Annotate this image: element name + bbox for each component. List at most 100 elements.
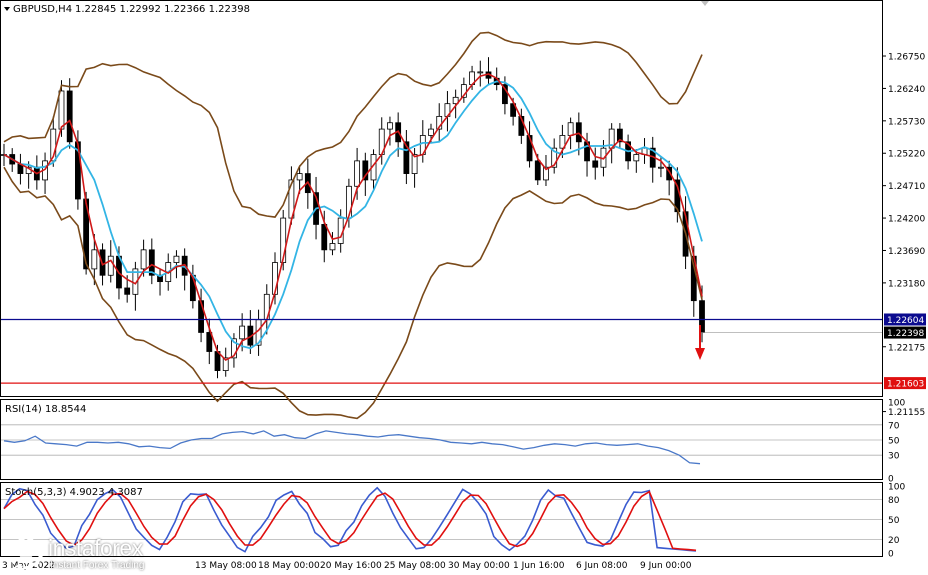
candle-body — [452, 96, 459, 105]
y-tick-label: 1.24710 — [888, 182, 925, 192]
watermark-tagline: Instant Forex Trading — [50, 560, 145, 571]
symbol-label: GBPUSD,H4 — [13, 4, 72, 15]
stoch-tick-label: 100 — [888, 483, 905, 493]
level-tag-label-1: 1.21603 — [887, 380, 924, 390]
y-tick-label: 1.22175 — [888, 343, 925, 353]
x-tick-label: 6 Jun 08:00 — [576, 561, 628, 571]
rsi-tick-label: 30 — [888, 452, 900, 462]
watermark-logo: instaforex Instant Forex Trading — [4, 533, 180, 573]
current-price-tag — [884, 326, 926, 339]
x-tick-label: 13 May 08:00 — [195, 561, 257, 571]
rsi-line — [3, 430, 701, 465]
x-tick-label: 20 May 16:00 — [320, 561, 382, 571]
rsi-panel-frame — [0, 399, 883, 480]
stoch-panel-frame — [0, 482, 883, 557]
instaforex-logo-icon — [9, 536, 43, 570]
candle-body — [206, 332, 213, 352]
candle-body — [198, 300, 204, 333]
candle-body — [543, 166, 549, 181]
y-tick-label: 1.23180 — [888, 279, 925, 289]
stoch-d-line — [3, 490, 697, 552]
ma-fast-line — [3, 73, 703, 361]
stoch-plot — [1, 486, 882, 553]
candle-body — [329, 243, 336, 251]
candle-body — [428, 128, 434, 136]
candle-body — [107, 255, 114, 276]
y-tick-label: 1.25220 — [888, 150, 925, 160]
stoch-tick-label: 50 — [888, 516, 900, 526]
candle-body — [124, 287, 131, 295]
scroll-marker-icon[interactable] — [701, 1, 709, 6]
candle-body — [510, 103, 517, 117]
y-tick-label: 1.26240 — [888, 85, 925, 95]
ma-slow-line — [3, 80, 703, 350]
candle-body — [173, 255, 180, 263]
candle-body — [222, 357, 229, 371]
stoch-tick-label: 20 — [888, 536, 900, 546]
current-price-label: 1.22398 — [887, 329, 924, 339]
candle-body — [411, 154, 418, 174]
rsi-tick-label: 70 — [888, 421, 900, 431]
y-tick-label: 1.25730 — [888, 117, 925, 127]
candle-body — [157, 274, 163, 283]
candle-body — [321, 224, 328, 251]
x-tick-label: 25 May 08:00 — [384, 561, 446, 571]
bollinger-lower — [3, 166, 703, 420]
x-tick-label: 1 Jun 16:00 — [513, 561, 565, 571]
axis-labels: 1.22604 1.21603 1.22398 1.26750 1.26240 1.257… — [2, 53, 926, 571]
candle-body — [666, 166, 673, 181]
candle-body — [477, 71, 484, 74]
candle-body — [231, 338, 237, 359]
candle-body — [403, 141, 410, 174]
rsi-label: RSI(14) 18.8544 — [5, 404, 86, 415]
down-arrow-icon — [695, 348, 705, 360]
main-plot — [1, 31, 882, 420]
main-panel-frame — [0, 0, 883, 397]
candle-body — [575, 122, 582, 143]
candle-body — [534, 160, 541, 181]
y-tick-label: 1.24200 — [888, 215, 925, 225]
stoch-k-line — [3, 486, 697, 553]
candle-body — [58, 90, 65, 130]
stoch-tick-label: 0 — [888, 550, 894, 560]
x-tick-label: 18 May 00:00 — [258, 561, 320, 571]
x-tick-label: 30 May 00:00 — [448, 561, 510, 571]
candle-body — [616, 128, 623, 143]
candle-body — [140, 249, 147, 270]
level-tag-0 — [884, 313, 926, 326]
x-tick-label: 9 Jun 00:00 — [640, 561, 692, 571]
candle-body — [567, 122, 574, 136]
candle-body — [91, 249, 98, 270]
candle-body — [658, 166, 664, 169]
rsi-tick-label: 50 — [888, 437, 900, 447]
watermark-brand: instaforex — [48, 535, 143, 561]
candle-body — [526, 135, 533, 162]
rsi-tick-label: 100 — [888, 399, 905, 409]
candle-body — [354, 160, 361, 187]
candle-body — [148, 249, 155, 276]
rsi-plot — [1, 424, 882, 465]
rsi-tick-label: 0 — [888, 475, 894, 485]
candle-body — [387, 122, 393, 130]
candle-body — [296, 173, 303, 181]
candle-body — [559, 135, 566, 149]
candle-body — [280, 217, 287, 263]
level-tag-label-0: 1.22604 — [887, 316, 924, 326]
y-tick-label: 1.21155 — [888, 408, 925, 418]
bollinger-upper — [3, 31, 703, 218]
candle-body — [592, 160, 599, 168]
candle-body — [66, 90, 73, 143]
stoch-label: Stoch(5,3,3) 4.9023 4.3087 — [5, 487, 143, 498]
candle-body — [362, 160, 369, 181]
y-tick-label: 1.26750 — [888, 53, 925, 63]
y-tick-label: 1.23690 — [888, 247, 925, 257]
level-tag-1 — [884, 377, 926, 390]
candle-body — [551, 147, 558, 168]
stoch-tick-label: 80 — [888, 496, 900, 506]
candle-body — [633, 154, 640, 162]
candle-body — [239, 325, 246, 340]
symbol-dropdown-icon[interactable] — [4, 7, 10, 11]
ohlc-quote: 1.22845 1.22992 1.22366 1.22398 — [75, 4, 250, 15]
